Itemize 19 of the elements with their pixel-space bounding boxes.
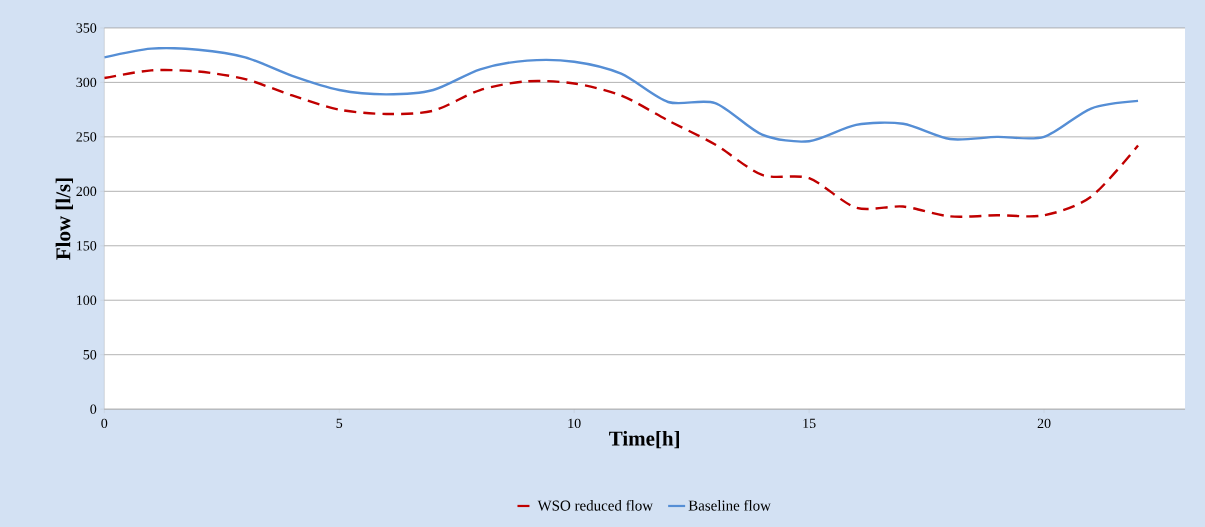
y-tick-label: 100 — [77, 295, 97, 305]
y-tick-label: 350 — [76, 23, 97, 33]
x-tick-label: 0 — [101, 418, 108, 429]
y-tick-label: 150 — [77, 241, 97, 251]
x-axis-title: Time[h] — [609, 430, 679, 449]
line-series — [104, 68, 1140, 218]
legend-label: Baseline flow — [688, 500, 771, 511]
y-tick-label: 200 — [76, 186, 97, 197]
x-tick-label: 20 — [1037, 418, 1051, 429]
y-axis-title: Flow [l/s] — [55, 178, 73, 260]
x-tick-label: 5 — [336, 418, 343, 428]
x-tick-label: 15 — [803, 418, 816, 429]
y-tick-label: 50 — [83, 350, 97, 360]
legend-label: WSO reduced flow — [537, 500, 654, 511]
line-series — [104, 47, 1140, 143]
y-tick-label: 0 — [90, 404, 97, 414]
x-tick-label: 10 — [568, 418, 581, 429]
y-tick-label: 300 — [76, 77, 97, 88]
y-tick-label: 250 — [76, 132, 97, 142]
